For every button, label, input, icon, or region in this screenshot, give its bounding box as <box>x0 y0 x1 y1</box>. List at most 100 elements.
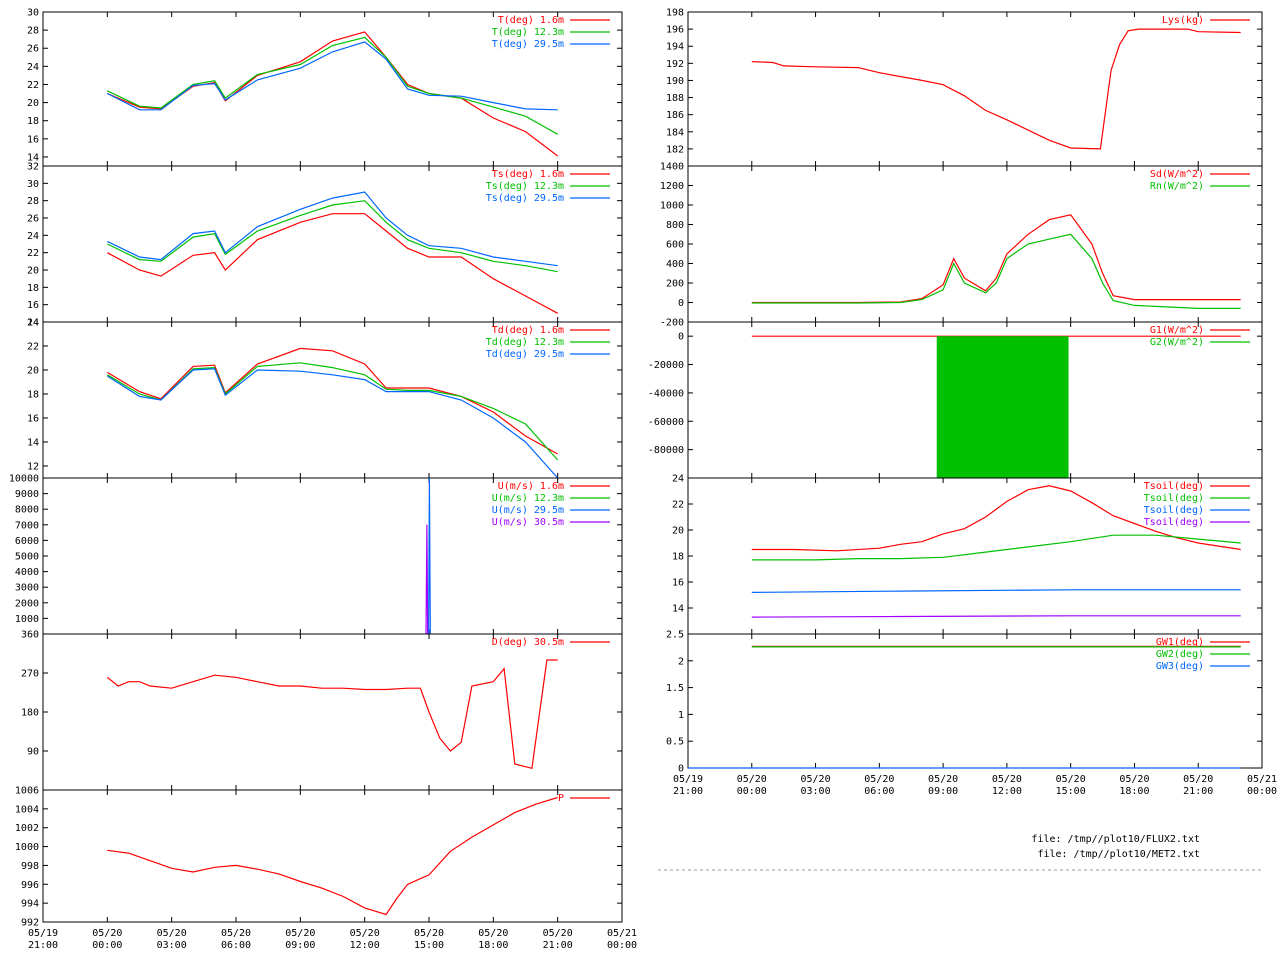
radiation-ytick-label: 800 <box>666 220 684 231</box>
air-temp-ytick-label: 20 <box>27 98 39 109</box>
air-temp-ytick-label: 24 <box>27 62 39 73</box>
pressure-ytick-label: 1004 <box>15 804 39 815</box>
groundwater-ytick-label: 0 <box>678 764 684 775</box>
pressure-ytick-label: 992 <box>21 918 39 929</box>
radiation-ytick-label: 600 <box>666 240 684 251</box>
wind-dir-ytick-label: 270 <box>21 669 39 680</box>
file-label-met: file: /tmp//plot10/MET2.txt <box>1037 849 1200 860</box>
sonic-temp-legend-label: Ts(deg) 29.5m <box>486 193 564 204</box>
air-temp-legend-label: T(deg) 12.3m <box>492 27 564 38</box>
wind-speed-ytick-label: 4000 <box>15 567 39 578</box>
air-temp-ytick-label: 28 <box>27 26 39 37</box>
wind-speed-ytick-label: 9000 <box>15 489 39 500</box>
right-axis-xtick-date: 05/20 <box>1183 774 1213 785</box>
lys-ytick-label: 196 <box>666 25 684 36</box>
dewpoint-legend-label: Td(deg) 29.5m <box>486 349 564 360</box>
ground-flux-ytick-label: 0 <box>678 332 684 343</box>
dewpoint-series-line <box>106 362 559 461</box>
groundwater-ytick-label: 1.5 <box>666 683 684 694</box>
left-axis-xtick-date: 05/20 <box>350 928 380 939</box>
pressure-ytick-label: 996 <box>21 880 39 891</box>
sonic-temp-ytick-label: 32 <box>27 162 39 173</box>
groundwater-ytick-label: 2 <box>678 656 684 667</box>
sonic-temp-series-line <box>107 191 558 267</box>
radiation-legend-label: Sd(W/m^2) <box>1150 169 1204 180</box>
wind-dir-legend-label: D(deg) 30.5m <box>492 637 564 648</box>
soil-temp-legend-label: Tsoil(deg) <box>1144 517 1204 528</box>
air-temp-ytick-label: 16 <box>27 134 39 145</box>
right-axis-xtick-time: 06:00 <box>864 786 894 797</box>
soil-temp-ytick-label: 22 <box>672 500 684 511</box>
radiation-ytick-label: 1400 <box>660 162 684 173</box>
left-axis-xtick-date: 05/20 <box>543 928 573 939</box>
sonic-temp-legend-label: Ts(deg) 12.3m <box>486 181 564 192</box>
radiation-ytick-label: 1200 <box>660 181 684 192</box>
right-axis-xtick-date: 05/19 <box>673 774 703 785</box>
radiation-series-line <box>751 233 1241 309</box>
right-axis-xtick-date: 05/20 <box>737 774 767 785</box>
air-temp-ytick-label: 26 <box>27 44 39 55</box>
left-axis-xtick-time: 00:00 <box>607 940 637 951</box>
left-axis-xtick-date: 05/20 <box>414 928 444 939</box>
dewpoint-ytick-label: 14 <box>27 438 39 449</box>
left-axis-xtick-date: 05/19 <box>28 928 58 939</box>
right-axis-xtick-date: 05/20 <box>1056 774 1086 785</box>
sonic-temp-ytick-label: 16 <box>27 300 39 311</box>
pressure-ytick-label: 1006 <box>15 786 39 797</box>
left-axis-xtick-time: 06:00 <box>221 940 251 951</box>
soil-temp-series-line <box>751 589 1241 593</box>
lys-ytick-label: 192 <box>666 59 684 70</box>
soil-temp-legend-label: Tsoil(deg) <box>1144 493 1204 504</box>
wind-speed-ytick-label: 3000 <box>15 583 39 594</box>
wind-speed-series-line <box>425 524 429 635</box>
sonic-temp-series-line <box>107 200 558 273</box>
right-axis-xtick-date: 05/20 <box>801 774 831 785</box>
ground-flux-ytick-label: -60000 <box>648 417 684 428</box>
lys-frame <box>687 11 1263 167</box>
right-axis-xtick-date: 05/21 <box>1247 774 1277 785</box>
pressure-ytick-label: 1002 <box>15 823 39 834</box>
wind-speed-series-line <box>428 477 431 635</box>
wind-speed-legend-label: U(m/s) 12.3m <box>492 493 564 504</box>
right-axis-xtick-time: 12:00 <box>992 786 1022 797</box>
dewpoint-series-line <box>106 347 558 455</box>
lys-ytick-label: 182 <box>666 144 684 155</box>
left-axis-xtick-time: 21:00 <box>28 940 58 951</box>
lys-ytick-label: 190 <box>666 76 684 87</box>
air-temp-legend-label: T(deg) 29.5m <box>492 39 564 50</box>
right-axis-xtick-time: 15:00 <box>1056 786 1086 797</box>
dewpoint-ytick-label: 22 <box>27 342 39 353</box>
lys-ytick-label: 186 <box>666 110 684 121</box>
sonic-temp-ytick-label: 18 <box>27 283 39 294</box>
wind-speed-ytick-label: 6000 <box>15 536 39 547</box>
dewpoint-series-line <box>106 368 559 479</box>
groundwater-ytick-label: 0.5 <box>666 737 684 748</box>
wind-speed-ytick-label: 7000 <box>15 520 39 531</box>
wind-dir-ytick-label: 360 <box>21 630 39 641</box>
lys-ytick-label: 194 <box>666 42 684 53</box>
groundwater-legend-label: GW3(deg) <box>1156 661 1204 672</box>
radiation-ytick-label: 200 <box>666 279 684 290</box>
air-temp-series-line <box>107 36 558 135</box>
sonic-temp-ytick-label: 24 <box>27 231 39 242</box>
sonic-temp-ytick-label: 22 <box>27 248 39 259</box>
wind-dir-series-line <box>106 659 558 770</box>
wind-dir-ytick-label: 180 <box>21 708 39 719</box>
radiation-ytick-label: 1000 <box>660 201 684 212</box>
sonic-temp-series-line <box>107 213 558 314</box>
sonic-temp-ytick-label: 28 <box>27 196 39 207</box>
ground-flux-ytick-label: -20000 <box>648 360 684 371</box>
dewpoint-ytick-label: 12 <box>27 462 39 473</box>
wind-speed-ytick-label: 2000 <box>15 598 39 609</box>
left-axis-xtick-time: 09:00 <box>285 940 315 951</box>
wind-dir-ytick-label: 90 <box>27 747 39 758</box>
pressure-ytick-label: 1000 <box>15 842 39 853</box>
soil-temp-legend-label: Tsoil(deg) <box>1144 481 1204 492</box>
soil-temp-series-line <box>751 485 1241 552</box>
radiation-series-line <box>751 214 1241 304</box>
wind-speed-ytick-label: 1000 <box>15 614 39 625</box>
right-axis-xtick-time: 00:00 <box>737 786 767 797</box>
groundwater-legend-label: GW1(deg) <box>1156 637 1204 648</box>
left-axis-xtick-date: 05/20 <box>478 928 508 939</box>
